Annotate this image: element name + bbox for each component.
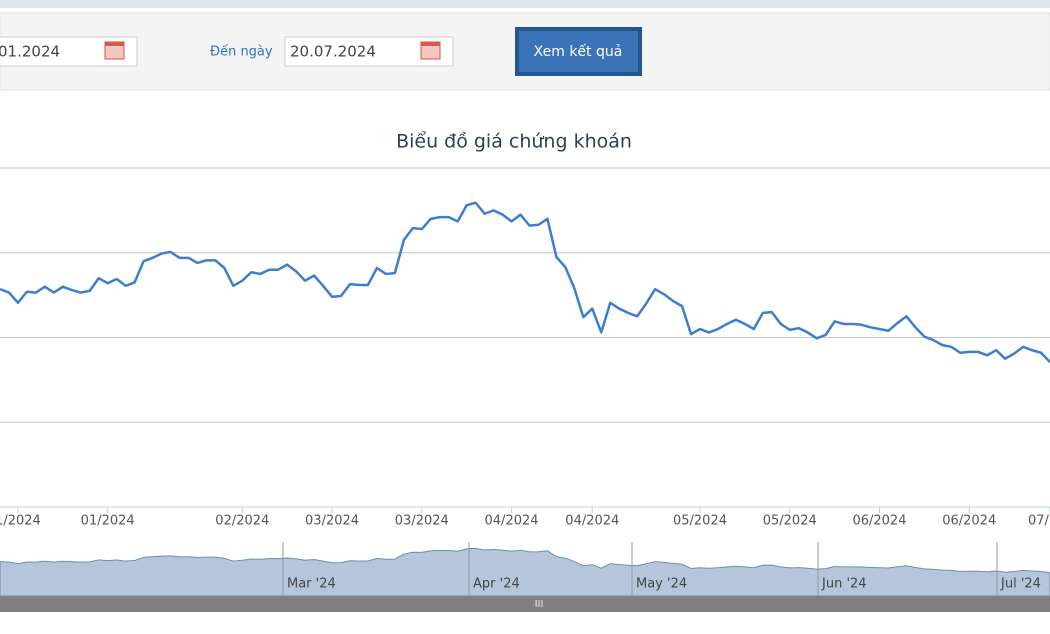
x-tick-label: 02/2024 <box>215 514 269 529</box>
navigator-label: May '24 <box>636 577 687 592</box>
scrollbar-grip[interactable]: III <box>535 599 544 610</box>
navigator-label: Apr '24 <box>473 577 520 592</box>
x-tick-label: 03/2024 <box>305 514 359 529</box>
from-date: 01.2024 <box>0 43 60 61</box>
to-date: 20.07.2024 <box>290 43 376 61</box>
x-tick-label: 03/2024 <box>395 514 449 529</box>
x-tick-label: 1/2024 <box>0 514 41 529</box>
submit-face <box>519 31 638 72</box>
calendar-icon[interactable] <box>104 41 125 60</box>
navigator-label: Jul '24 <box>1000 577 1041 592</box>
to-label: Đến ngày <box>210 45 273 60</box>
submit-label[interactable]: Xem kết quả <box>534 43 623 60</box>
x-tick-label: 01/2024 <box>81 514 135 529</box>
navigator-area <box>0 547 1050 597</box>
x-tick-label: 04/2024 <box>485 514 539 529</box>
x-tick-label: 04/2024 <box>565 514 619 529</box>
navigator-label: Jun '24 <box>821 577 867 592</box>
top-bar <box>0 0 1050 8</box>
calendar-icon[interactable] <box>420 41 441 60</box>
scrollbar[interactable] <box>0 596 1050 612</box>
price-line <box>0 201 1050 363</box>
x-tick-label: 06/2024 <box>852 514 906 529</box>
plot: 1/2024 01/2024 02/2024 03/2024 03/2024 04/202… <box>0 167 1050 597</box>
x-tick-label: 06/2024 <box>942 514 996 529</box>
x-tick-label: 05/2024 <box>763 514 817 529</box>
x-tick-label: 05/2024 <box>673 514 727 529</box>
chart-title: Biểu đồ giá chứng khoán <box>396 131 632 153</box>
navigator-label: Mar '24 <box>287 577 336 592</box>
x-tick-label: 07/ <box>1028 514 1050 529</box>
